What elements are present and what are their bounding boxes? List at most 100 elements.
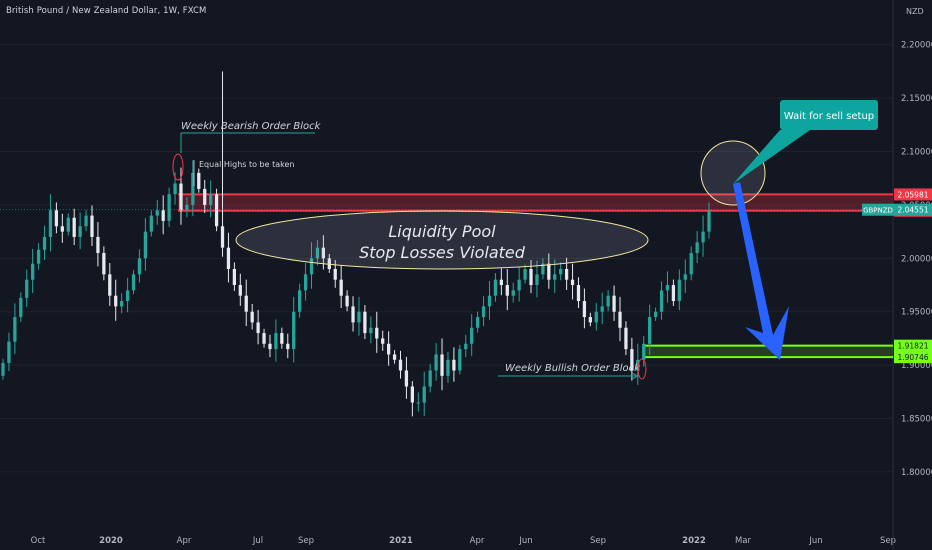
candle-body — [54, 210, 59, 227]
candle — [588, 312, 592, 327]
x-tick-label: Apr — [470, 536, 485, 546]
candle — [458, 344, 462, 375]
sell-zone-circle — [700, 140, 766, 206]
candle — [529, 260, 533, 294]
candle — [398, 350, 403, 379]
candle-body — [315, 247, 320, 259]
candle-body — [137, 258, 142, 275]
candle — [298, 283, 302, 318]
candle-body — [345, 295, 349, 307]
price-tag-bg — [894, 188, 932, 201]
y-tick-label: 2.10000 — [901, 148, 932, 158]
candle-body — [197, 172, 201, 189]
candle — [594, 302, 598, 331]
x-tick-label: Oct — [31, 536, 46, 546]
candle — [357, 296, 361, 336]
callout-pointer — [733, 130, 810, 184]
candle-body — [262, 333, 266, 344]
price-tag-bg — [894, 203, 932, 216]
grid — [0, 44, 893, 473]
candle — [493, 273, 498, 302]
candle — [149, 210, 153, 237]
candle-body — [333, 269, 337, 280]
candle-body — [179, 183, 183, 211]
candle-body — [386, 343, 391, 355]
x-tick-label: 2022 — [682, 536, 706, 546]
candle-body — [505, 285, 509, 296]
candle-body — [452, 359, 456, 371]
candle-body — [19, 297, 23, 318]
candle-body — [547, 263, 551, 280]
candle — [523, 264, 527, 284]
candle — [191, 160, 195, 217]
candle-body — [434, 354, 438, 371]
candle — [553, 259, 557, 294]
candle-body — [624, 327, 628, 350]
candle-body — [31, 263, 35, 280]
candle-body — [695, 242, 699, 253]
candle — [576, 277, 581, 309]
candle-body — [339, 279, 343, 296]
x-tick-label: Mar — [735, 536, 752, 546]
candle-body — [60, 226, 64, 232]
x-tick-label: Sep — [880, 536, 896, 546]
candle-body — [600, 306, 604, 312]
candle-body — [48, 210, 53, 237]
candle-body — [422, 386, 426, 403]
callout-label: Wait for sell setup — [784, 111, 874, 122]
candle-body — [671, 285, 676, 302]
candle — [707, 202, 711, 239]
candle-body — [161, 210, 165, 221]
candle-body — [155, 210, 159, 216]
candle-body — [475, 317, 480, 328]
candle — [36, 243, 41, 270]
candle — [1, 358, 5, 380]
candle-body — [665, 285, 670, 291]
candle — [683, 259, 687, 294]
candle-body — [309, 258, 314, 275]
candle-body — [108, 274, 112, 296]
currency-label: NZD — [906, 7, 924, 16]
candle-body — [42, 236, 47, 250]
candle — [475, 311, 480, 333]
candle-body — [570, 279, 575, 286]
candle — [659, 281, 664, 320]
candle — [268, 334, 272, 358]
candle-body — [398, 359, 403, 371]
candle — [392, 350, 397, 364]
candle — [386, 331, 391, 366]
candle — [665, 271, 670, 303]
candle-body — [66, 217, 70, 232]
candle-body — [523, 269, 527, 280]
candle — [517, 267, 521, 302]
y-tick-label: 2.15000 — [901, 94, 932, 104]
liquidity-pool-label: Liquidity Pool — [388, 222, 496, 241]
candle — [653, 307, 658, 321]
candle — [434, 343, 438, 381]
candle — [286, 333, 290, 359]
candle-body — [446, 359, 450, 376]
candle — [66, 213, 70, 236]
candle-body — [120, 301, 124, 307]
candle — [648, 304, 652, 356]
candle-body — [517, 279, 521, 291]
candle-body — [238, 285, 242, 296]
candle-body — [191, 172, 195, 205]
candle — [96, 222, 100, 267]
candle — [600, 292, 604, 325]
candle — [155, 200, 159, 225]
candle — [470, 314, 474, 357]
y-tick-label: 1.85000 — [901, 415, 932, 425]
candle — [25, 269, 29, 307]
symbol-tag-bg — [862, 203, 894, 216]
candle-body — [553, 274, 557, 280]
candle — [203, 179, 207, 213]
candle-body — [25, 279, 29, 298]
candle-body — [369, 327, 373, 334]
candle — [327, 254, 331, 273]
price-tag-text: 2.05981 — [897, 190, 928, 199]
candle — [131, 270, 136, 295]
candle — [250, 303, 254, 330]
